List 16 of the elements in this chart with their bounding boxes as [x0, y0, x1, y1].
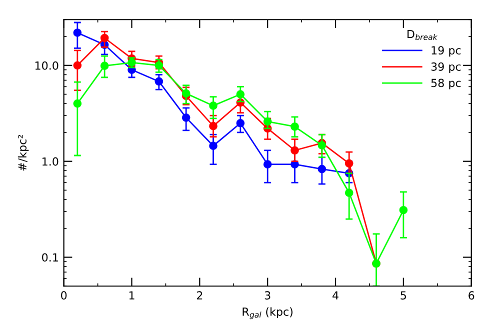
x-tick-label: 1: [129, 291, 134, 300]
x-tick-label: 3: [264, 291, 270, 300]
x-tick-label: 4: [332, 291, 338, 300]
x-tick-label: 0: [61, 291, 67, 300]
legend-label: 19 pc: [432, 46, 461, 57]
legend-label: 58 pc: [431, 78, 461, 90]
x-tick-label: 5: [400, 291, 406, 300]
legend-title: D$_{break}$: [408, 30, 438, 40]
x-tick-label: 6: [468, 291, 474, 300]
y-axis-title: #/kpc²: [18, 135, 29, 171]
y-tick-label: 1.0: [42, 157, 58, 166]
x-tick-label: 2: [196, 291, 202, 300]
y-tick-label: 10.0: [35, 61, 58, 70]
y-tick-label: 0.1: [42, 253, 58, 262]
x-axis-title: R$_{gal}$ (kpc): [242, 307, 292, 320]
legend-label: 39 pc: [431, 62, 461, 73]
